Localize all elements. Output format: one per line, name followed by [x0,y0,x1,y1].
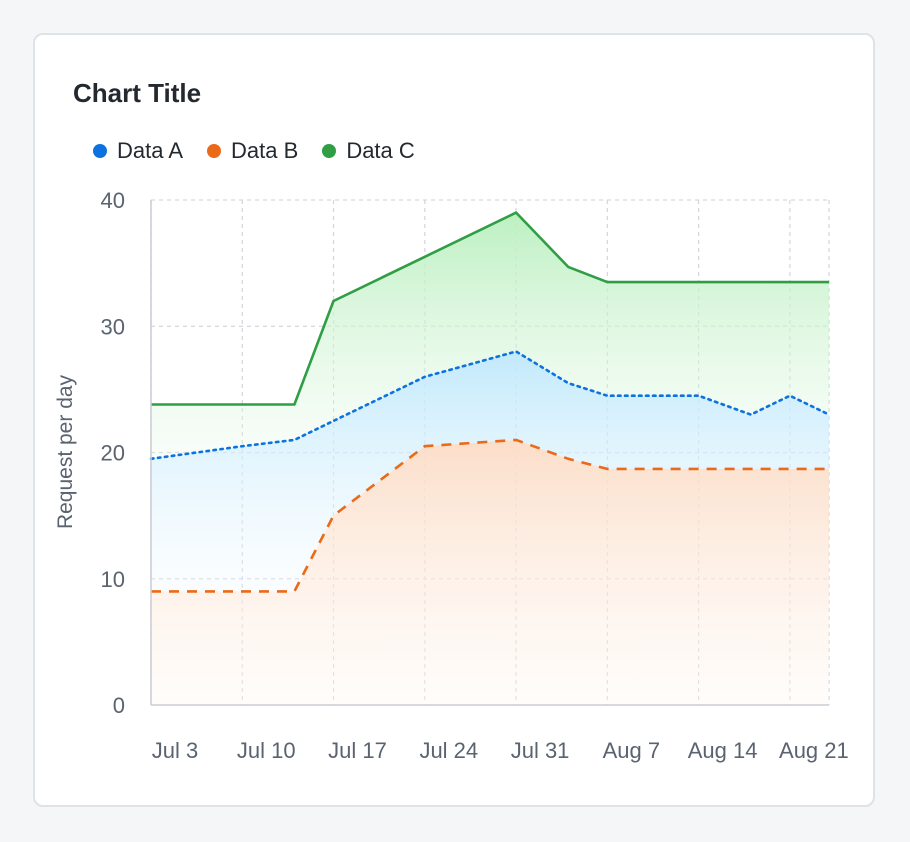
area-data-c [151,212,829,459]
x-tick-label: Jul 24 [419,738,478,763]
legend-item-data-a[interactable]: Data A [93,137,183,165]
line-data-b[interactable] [151,438,829,593]
area-data-b [151,439,829,705]
line-data-c[interactable] [151,211,829,406]
legend-item-data-c[interactable]: Data C [322,137,415,165]
chart-legend: Data A Data B Data C [93,137,439,165]
x-tick-label: Jul 10 [237,738,296,763]
legend-label-data-c: Data C [346,138,415,163]
legend-label-data-a: Data A [117,138,184,163]
y-tick-label: 30 [101,314,125,339]
y-tick-label: 40 [101,188,125,213]
y-tick-label: 0 [113,693,125,718]
x-tick-label: Aug 7 [603,738,661,763]
area-data-a [151,351,829,592]
chart-title: Chart Title [73,78,202,108]
tick-labels: 0 10 20 30 40 Jul 3 Jul 10 Jul 17 Jul 24 Jul 31 Au… [101,188,849,763]
x-tick-label: Aug 21 [779,738,849,763]
series-areas [151,212,829,705]
y-tick-label: 10 [101,567,125,592]
x-tick-label: Jul 3 [152,738,198,763]
series-lines [149,211,831,593]
y-axis-title: Request per day [54,374,77,529]
x-tick-label: Aug 14 [688,738,758,763]
axes [150,200,829,706]
x-tick-label: Jul 17 [328,738,387,763]
legend-swatch-data-c [322,144,337,158]
x-tick-label: Jul 31 [511,738,570,763]
legend-item-data-b[interactable]: Data B [207,137,298,165]
legend-swatch-data-a [93,144,107,158]
y-tick-label: 20 [101,441,125,466]
legend-label-data-b: Data B [231,138,299,163]
line-data-a[interactable] [149,350,831,461]
legend-swatch-data-b [207,144,222,158]
